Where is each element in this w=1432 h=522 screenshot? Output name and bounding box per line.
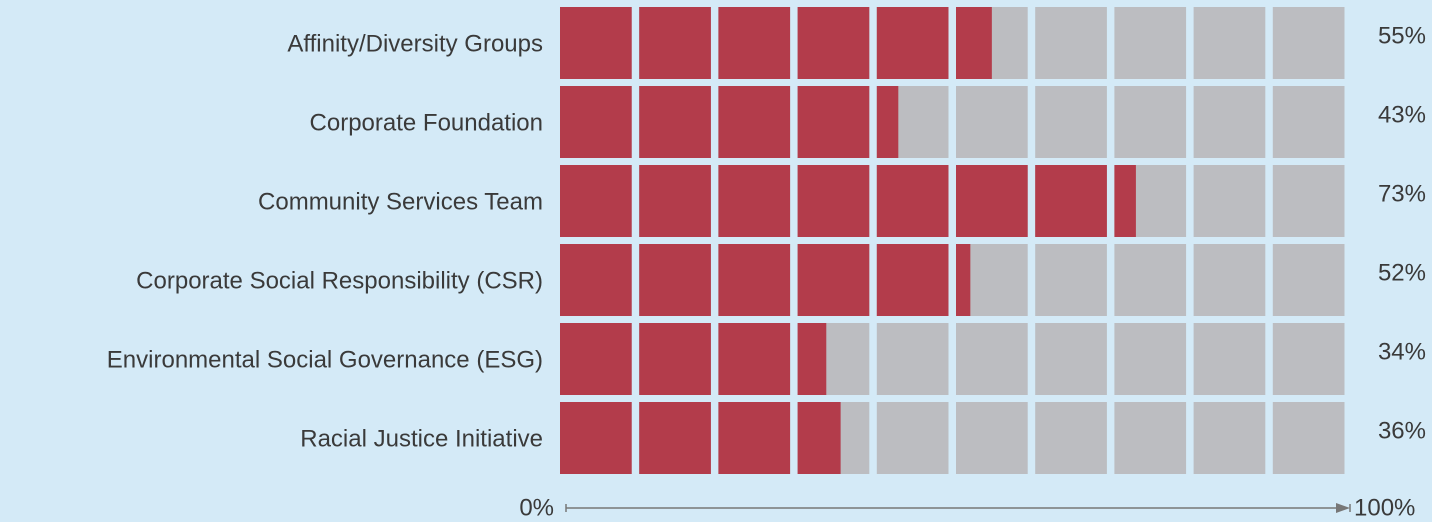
waffle-cell [1114,244,1187,316]
waffle-cell [1035,402,1107,474]
value-label: 55% [1378,22,1426,49]
bar [560,165,1136,237]
waffle-cell [1114,402,1187,474]
waffle-cell [956,86,1028,158]
bar [560,7,992,79]
x-tick-label: 0% [519,494,554,521]
waffle-cell [1193,86,1266,158]
waffle-cell [876,323,949,395]
waffle-cell [956,402,1028,474]
category-label: Racial Justice Initiative [300,425,543,452]
category-label: Environmental Social Governance (ESG) [107,346,543,373]
waffle-cell [1114,86,1187,158]
waffle-cell [1035,86,1107,158]
axis-arrow [1336,503,1350,513]
waffle-cell [1193,165,1266,237]
waffle-cell [1193,402,1266,474]
waffle-cell [956,323,1028,395]
value-label: 73% [1378,180,1426,207]
category-label: Corporate Social Responsibility (CSR) [136,267,543,294]
value-label: 43% [1378,101,1426,128]
waffle-cell [1193,7,1266,79]
waffle-cell [1272,7,1345,79]
value-label: 34% [1378,338,1426,365]
category-label: Corporate Foundation [310,109,543,136]
waffle-cell [876,402,949,474]
waffle-cell [1272,323,1345,395]
value-label: 36% [1378,417,1426,444]
value-label: 52% [1378,259,1426,286]
waffle-cell [1272,244,1345,316]
waffle-cell [1272,165,1345,237]
waffle-cell [1272,402,1345,474]
waffle-cell [1035,244,1107,316]
bar [560,244,971,316]
category-label: Community Services Team [258,188,543,215]
category-label: Affinity/Diversity Groups [287,30,543,57]
waffle-cell [1035,323,1107,395]
bar [560,86,899,158]
bar [560,402,841,474]
waffle-cell [1114,7,1187,79]
waffle-cell [1035,7,1107,79]
bar [560,323,827,395]
waffle-cell [1193,323,1266,395]
x-tick-label: 100% [1354,494,1415,521]
waffle-cell [1114,323,1187,395]
waffle-cell [1193,244,1266,316]
waffle-cell [1272,86,1345,158]
